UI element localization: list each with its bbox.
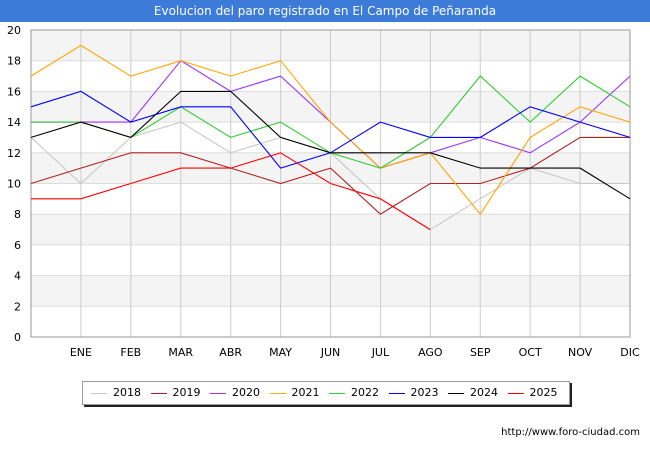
y-tick-label: 14 xyxy=(7,116,21,129)
legend-item-2019: 2019 xyxy=(150,382,201,404)
legend-swatch xyxy=(329,392,345,394)
legend-swatch xyxy=(448,392,464,394)
legend-swatch xyxy=(91,392,107,394)
legend-item-2021: 2021 xyxy=(269,382,320,404)
y-tick-labels: 0 2 4 6 8 10 12 14 16 18 20 xyxy=(7,24,21,344)
legend-swatch xyxy=(388,392,405,394)
legend-item-2024: 2024 xyxy=(448,382,498,404)
legend-label: 2021 xyxy=(291,386,320,399)
y-tick-label: 18 xyxy=(7,55,21,68)
series-line-2021 xyxy=(30,44,631,216)
legend-label: 2024 xyxy=(470,386,498,399)
x-tick-label: AGO xyxy=(418,346,443,359)
legend-label: 2023 xyxy=(410,386,439,399)
x-tick-label: ENE xyxy=(70,346,92,359)
legend-item-2023: 2023 xyxy=(388,382,439,404)
legend-label: 2025 xyxy=(529,386,558,399)
legend-label: 2022 xyxy=(351,386,379,399)
x-tick-label: NOV xyxy=(568,346,593,359)
series-line-2024 xyxy=(30,90,631,200)
legend-item-2022: 2022 xyxy=(329,382,379,404)
x-tick-label: JUL xyxy=(371,346,390,359)
legend-label: 2019 xyxy=(172,386,201,399)
chart-title: Evolucion del paro registrado en El Camp… xyxy=(0,0,650,22)
y-tick-label: 2 xyxy=(14,300,21,313)
x-tick-label: FEB xyxy=(120,346,141,359)
y-tick-label: 0 xyxy=(14,331,21,344)
legend-item-2025: 2025 xyxy=(507,382,558,404)
y-tick-label: 10 xyxy=(7,178,21,191)
x-tick-labels: ENE FEB MAR ABR MAY JUN JUL AGO SEP OCT NOV DIC xyxy=(70,346,640,359)
legend: 2018 2019 2020 2021 2022 2023 2024 2025 xyxy=(82,381,570,405)
x-tick-label: ABR xyxy=(219,346,242,359)
legend-swatch xyxy=(507,392,524,394)
x-tick-label: MAR xyxy=(168,346,193,359)
y-tick-label: 20 xyxy=(7,24,21,37)
legend-swatch xyxy=(150,392,167,394)
series-lines xyxy=(30,44,631,231)
legend-label: 2018 xyxy=(113,386,141,399)
x-tick-label: OCT xyxy=(519,346,542,359)
y-tick-label: 6 xyxy=(14,239,21,252)
y-tick-label: 4 xyxy=(14,270,21,283)
x-tick-label: SEP xyxy=(470,346,491,359)
x-tick-label: MAY xyxy=(269,346,292,359)
watermark-url: http://www.foro-ciudad.com xyxy=(501,427,640,438)
x-tick-label: JUN xyxy=(320,346,341,359)
y-tick-label: 8 xyxy=(14,208,21,221)
y-tick-label: 16 xyxy=(7,85,21,98)
legend-item-2020: 2020 xyxy=(210,382,260,404)
x-tick-label: DIC xyxy=(620,346,640,359)
series-line-2025 xyxy=(31,152,431,231)
legend-label: 2020 xyxy=(232,386,260,399)
legend-item-2018: 2018 xyxy=(91,382,141,404)
legend-swatch xyxy=(210,392,226,394)
y-tick-label: 12 xyxy=(7,147,21,160)
legend-swatch xyxy=(269,392,286,394)
